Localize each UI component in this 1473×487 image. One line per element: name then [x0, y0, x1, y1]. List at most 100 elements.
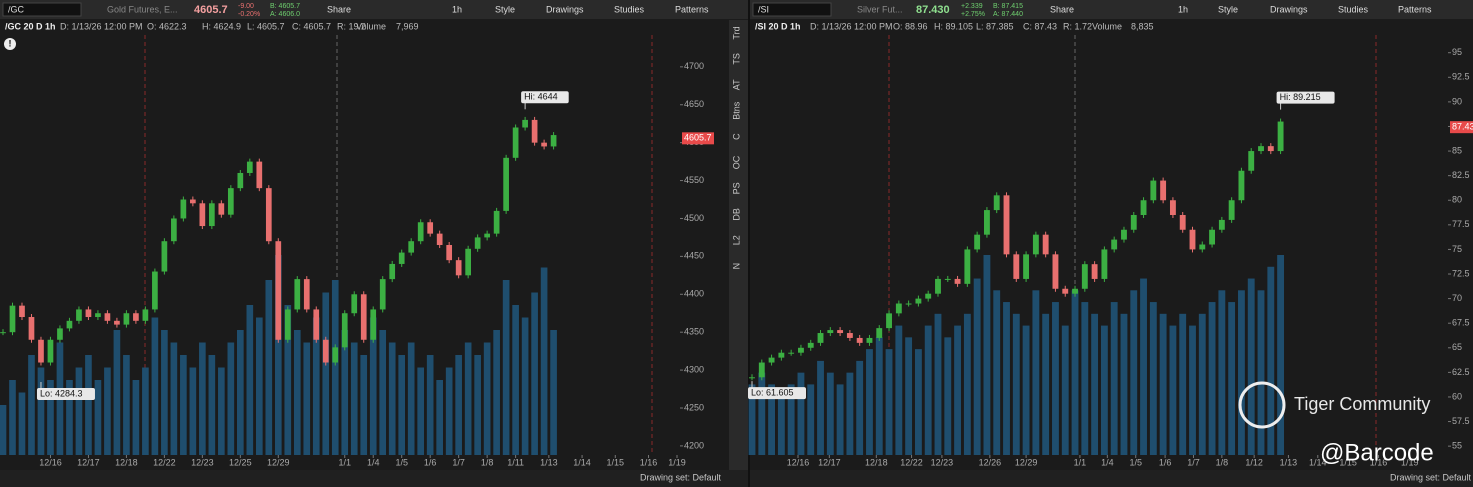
volume-bar [369, 317, 377, 455]
x-tick-label: 1/8 [1216, 457, 1229, 467]
candle [95, 313, 101, 318]
symbol-box[interactable] [752, 2, 832, 17]
volume-bar [797, 372, 805, 455]
volume-bar [379, 330, 387, 455]
toolbar-button[interactable]: Share [1050, 4, 1074, 14]
side-tab[interactable]: L2 [731, 235, 741, 245]
volume-bar [293, 330, 301, 455]
side-tab[interactable]: TS [731, 53, 741, 65]
candle [993, 195, 1000, 211]
candle [550, 135, 557, 147]
x-tick-label: 12/18 [865, 457, 888, 467]
x-tick-label: 12/16 [39, 457, 62, 467]
volume-bar [407, 342, 415, 455]
extreme-box [36, 387, 95, 400]
side-tab[interactable]: C [731, 133, 741, 140]
candle [778, 352, 785, 358]
y-tick-label: 85 [1452, 145, 1462, 155]
volume-bar [866, 349, 873, 455]
volume-bar [885, 349, 893, 455]
volume-bar [388, 342, 396, 455]
extreme-box [748, 387, 806, 400]
candle [1150, 180, 1157, 201]
last-price-flag [1450, 121, 1473, 134]
volume-bar [445, 367, 453, 455]
side-tab[interactable]: DB [731, 208, 741, 221]
toolbar-button[interactable]: Style [1218, 4, 1238, 14]
candle [1218, 219, 1225, 230]
volume-bar [426, 355, 434, 455]
y-tick-label: 62.5 [1452, 367, 1470, 377]
candle [142, 309, 149, 321]
x-tick-label: 1/6 [424, 457, 437, 467]
volume-bar [322, 292, 330, 455]
candle [171, 218, 177, 242]
candle [218, 203, 225, 215]
side-tab[interactable]: PS [731, 182, 741, 194]
volume-bar [895, 325, 903, 455]
toolbar-button[interactable]: Patterns [1398, 4, 1432, 14]
symbol-box[interactable] [2, 2, 82, 17]
volume-bar [502, 280, 510, 455]
candle [28, 317, 35, 340]
candle [1277, 121, 1284, 152]
side-tab[interactable]: AT [731, 79, 741, 90]
header-item: /GC 20 D 1h [5, 21, 56, 31]
y-tick-label: 4200 [684, 440, 704, 450]
toolbar-button[interactable]: Share [327, 4, 351, 14]
toolbar-button[interactable]: Studies [1338, 4, 1369, 14]
side-tab[interactable]: N [731, 263, 741, 270]
candle [436, 233, 443, 245]
volume-bar [1149, 302, 1157, 455]
volume-bar [1267, 266, 1275, 455]
volume-bar [875, 337, 883, 455]
toolbar-button[interactable]: 1h [452, 4, 462, 14]
candle [512, 127, 519, 158]
extreme-label: Hi: 4644 [524, 92, 558, 102]
candle [905, 303, 912, 305]
candle [837, 330, 844, 334]
candle [332, 347, 339, 363]
candle [208, 203, 215, 227]
candle [427, 222, 434, 234]
candle [866, 337, 873, 343]
toolbar-button[interactable]: Studies [614, 4, 645, 14]
toolbar-bg [750, 0, 1473, 19]
volume-bar [142, 367, 149, 455]
volume-bar [1042, 313, 1050, 455]
candle [1248, 151, 1255, 171]
volume-bar [826, 372, 834, 455]
x-tick-label: 12/26 [979, 457, 1002, 467]
volume-bar [1140, 278, 1147, 455]
side-tab[interactable]: Btns [731, 101, 741, 120]
candle [389, 263, 396, 280]
toolbar-button[interactable]: Drawings [1270, 4, 1308, 14]
x-tick-label: 1/6 [1159, 457, 1172, 467]
x-tick-label: 1/13 [540, 457, 558, 467]
alert-icon[interactable] [4, 38, 16, 50]
x-tick-label: 1/15 [1339, 457, 1357, 467]
volume-bar [170, 342, 178, 455]
y-tick-label: 4250 [684, 402, 704, 412]
volume-bar [1110, 302, 1118, 455]
volume-bar [227, 342, 235, 455]
candle [1199, 244, 1206, 250]
volume-bar [963, 313, 971, 455]
volume-bar [1228, 302, 1236, 455]
volume-bar [1061, 325, 1069, 455]
side-tab[interactable]: OC [731, 155, 741, 169]
volume-bar [132, 380, 140, 455]
candle [294, 279, 301, 310]
header-item: C: 4605.7 [292, 21, 331, 31]
volume-bar [199, 342, 206, 455]
volume-bar [1257, 290, 1265, 455]
toolbar-button[interactable]: Style [495, 4, 515, 14]
side-tab[interactable]: Trd [731, 26, 741, 39]
toolbar-button[interactable]: Drawings [546, 4, 584, 14]
header-item: Volume [1092, 21, 1122, 31]
toolbar-button[interactable]: 1h [1178, 4, 1188, 14]
candle [1042, 234, 1049, 255]
toolbar-button[interactable]: Patterns [675, 4, 709, 14]
ask: A: 4606.0 [270, 11, 300, 18]
x-tick-label: 1/15 [607, 457, 625, 467]
